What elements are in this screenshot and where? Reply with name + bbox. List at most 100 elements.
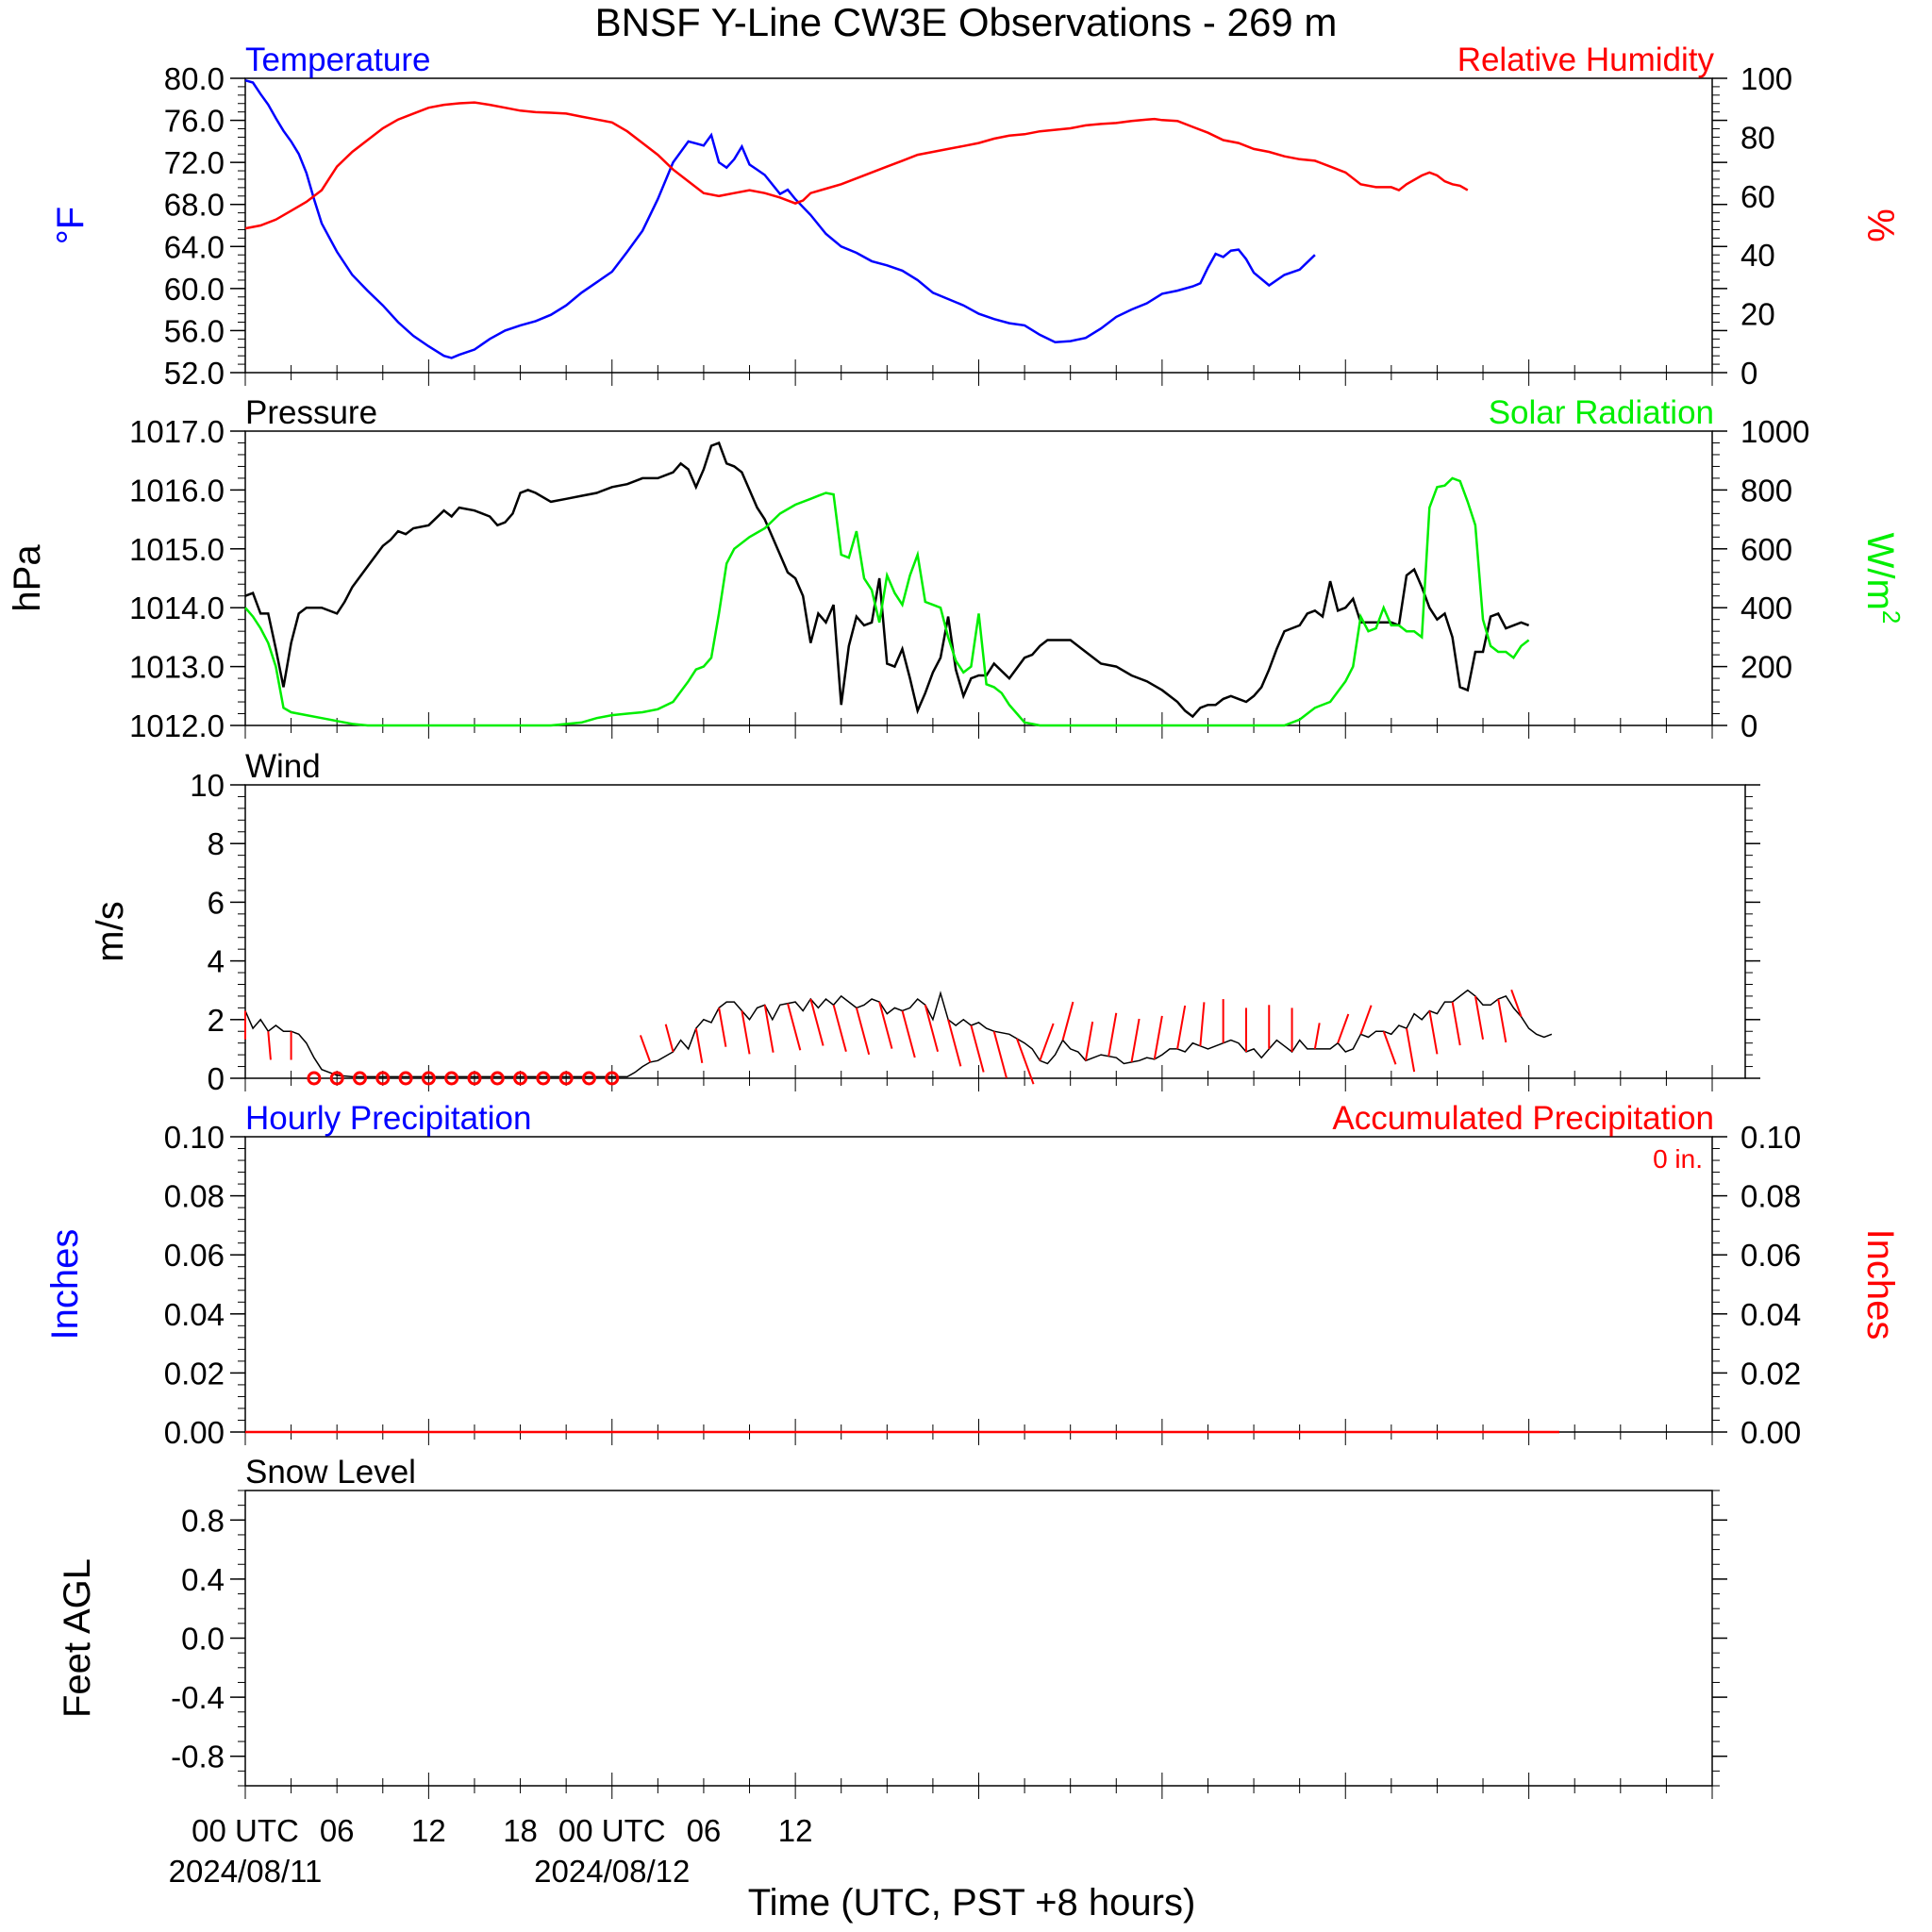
wind-left-tick-label: 6	[208, 885, 225, 920]
temperature-left-tick-label: 56.0	[164, 313, 225, 348]
temperature-left-tick-label: 64.0	[164, 229, 225, 264]
temperature-right-tick-label: 0	[1740, 356, 1757, 391]
wind-barb	[1382, 1030, 1397, 1065]
precipitation-left-title: Hourly Precipitation	[245, 1100, 531, 1137]
precipitation-left-tick-label: 0.06	[164, 1238, 225, 1273]
wind-barb	[1428, 1010, 1439, 1055]
wind-barb	[992, 1030, 1008, 1079]
calm-wind-marker	[490, 1071, 505, 1086]
wind-barb	[1406, 1027, 1416, 1073]
wind-barb	[664, 1024, 675, 1053]
snow-left-tick-label: 0.4	[181, 1562, 225, 1597]
pressure-right-axis-label-sup: 2	[1877, 610, 1906, 624]
pressure-series-solar-radiation	[244, 476, 1530, 727]
temperature-left-axis-label: °F	[50, 207, 92, 244]
temperature-left-tick-label: 76.0	[164, 104, 225, 139]
pressure-right-tick-label: 600	[1740, 532, 1792, 567]
wind-left-title: Wind	[245, 748, 321, 785]
x-tick-label: 18	[503, 1813, 538, 1848]
wind-barb	[947, 1019, 962, 1067]
temperature-panel: Temperature Relative Humidity 52.0 56.0 60.0…	[50, 42, 1901, 391]
pressure-right-tick-label: 0	[1740, 708, 1757, 743]
wind-barb	[763, 1005, 774, 1053]
temperature-left-tick-label: 52.0	[164, 356, 225, 391]
temperature-series-temperature	[244, 78, 1316, 359]
x-tick-label: 06	[687, 1813, 722, 1848]
temperature-right-axis-label: %	[1859, 208, 1901, 242]
wind-barb	[1313, 1023, 1321, 1050]
wind-barb	[718, 1008, 727, 1047]
temperature-left-tick-label: 80.0	[164, 61, 225, 96]
precipitation-left-tick-label: 0.04	[164, 1297, 225, 1332]
snow-panel: Snow Level -0.8 -0.4 0.0 0.4 0.8 Feet AGL	[57, 1454, 1727, 1799]
precipitation-right-title: Accumulated Precipitation	[1332, 1100, 1714, 1137]
precipitation-right-tick-label: 0.04	[1740, 1297, 1801, 1332]
precipitation-right-tick-label: 0.10	[1740, 1120, 1801, 1155]
wind-barb	[639, 1035, 652, 1063]
wind-left-tick-label: 8	[208, 826, 225, 861]
wind-barb	[694, 1027, 704, 1064]
snow-left-tick-label: 0.8	[181, 1503, 225, 1538]
pressure-right-tick-label: 1000	[1740, 414, 1809, 449]
wind-barb	[1153, 1015, 1163, 1059]
precipitation-right-axis-label: Inches	[1859, 1229, 1901, 1341]
wind-barb	[832, 1004, 847, 1053]
x-tick-date-label: 2024/08/12	[534, 1854, 690, 1889]
pressure-series-pressure	[244, 441, 1530, 719]
calm-wind-marker	[558, 1071, 574, 1086]
wind-barb	[1039, 1023, 1055, 1061]
pressure-right-axis-label: W/m2	[1859, 533, 1906, 625]
wind-barb	[1108, 1012, 1118, 1057]
pressure-right-tick-label: 400	[1740, 591, 1792, 625]
wind-barb	[1199, 1002, 1206, 1046]
x-tick-label: 00 UTC	[192, 1813, 299, 1848]
wind-barb	[924, 1004, 940, 1053]
pressure-left-axis-label: hPa	[7, 544, 48, 612]
figure-title: BNSF Y-Line CW3E Observations - 269 m	[595, 0, 1338, 44]
precipitation-right-tick-label: 0.02	[1740, 1356, 1801, 1391]
temperature-right-tick-label: 80	[1740, 120, 1775, 155]
precipitation-frame	[244, 1136, 1713, 1433]
calm-wind-marker	[352, 1071, 367, 1086]
wind-left-tick-label: 2	[208, 1003, 225, 1038]
precipitation-left-axis-label: Inches	[44, 1229, 86, 1341]
wind-barb	[809, 998, 824, 1046]
precipitation-right-tick-label: 0.06	[1740, 1238, 1801, 1273]
precipitation-annotation: 0 in.	[1653, 1144, 1703, 1174]
wind-barb	[1016, 1038, 1035, 1085]
precipitation-right-tick-label: 0.08	[1740, 1179, 1801, 1214]
snow-left-tick-label: 0.0	[181, 1622, 225, 1657]
snow-frame	[244, 1490, 1713, 1787]
x-tick-label: 00 UTC	[558, 1813, 666, 1848]
wind-series-wind	[244, 989, 1553, 1078]
wind-barb	[1061, 1001, 1074, 1041]
calm-wind-marker	[536, 1071, 551, 1086]
calm-wind-marker	[444, 1071, 459, 1086]
x-tick-label: 06	[320, 1813, 355, 1848]
wind-left-tick-label: 4	[208, 944, 225, 979]
pressure-left-tick-label: 1012.0	[129, 708, 225, 743]
temperature-left-tick-label: 72.0	[164, 145, 225, 180]
precipitation-right-tick-label: 0.00	[1740, 1415, 1801, 1450]
calm-wind-marker	[398, 1071, 413, 1086]
temperature-right-title: Relative Humidity	[1457, 42, 1715, 78]
wind-barb	[741, 1010, 751, 1055]
wind-barb	[1337, 1013, 1350, 1044]
wind-barb	[855, 1008, 871, 1056]
precipitation-left-tick-label: 0.10	[164, 1120, 225, 1155]
snow-left-title: Snow Level	[245, 1454, 416, 1491]
wind-barb	[1084, 1021, 1094, 1061]
wind-left-tick-label: 0	[208, 1061, 225, 1096]
wind-barb	[1474, 995, 1485, 1040]
temperature-left-tick-label: 60.0	[164, 272, 225, 307]
wind-barb	[970, 1024, 985, 1073]
wind-frame	[244, 784, 1746, 1079]
calm-wind-marker	[605, 1071, 620, 1086]
pressure-right-title: Solar Radiation	[1489, 394, 1714, 431]
snow-left-tick-label: -0.4	[171, 1680, 225, 1715]
precipitation-left-tick-label: 0.08	[164, 1179, 225, 1214]
pressure-right-tick-label: 800	[1740, 473, 1792, 508]
pressure-left-title: Pressure	[245, 394, 377, 431]
wind-barb	[787, 1003, 802, 1051]
